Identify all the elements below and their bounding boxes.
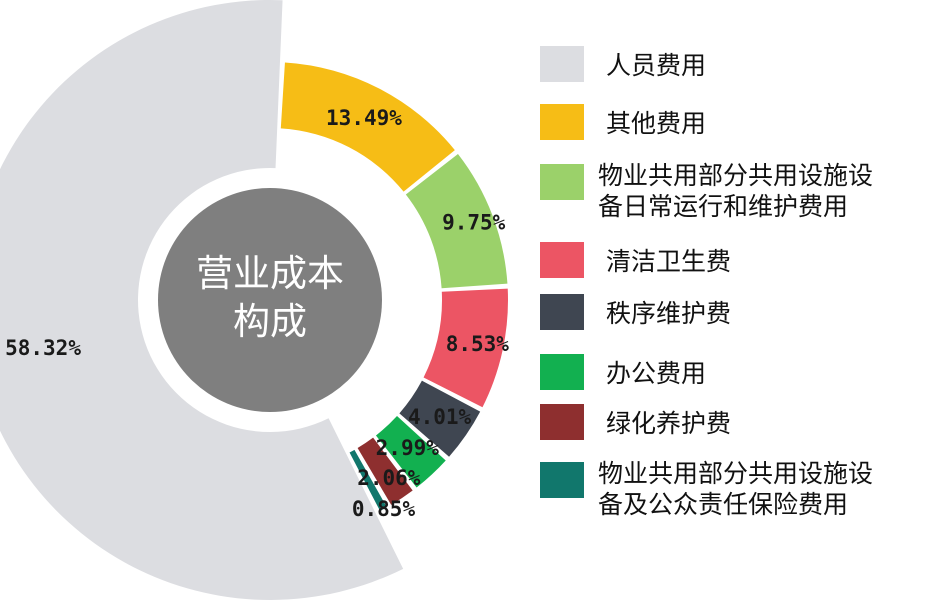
- slice-5[interactable]: [399, 380, 481, 457]
- slice-4[interactable]: [423, 288, 508, 408]
- slice-7[interactable]: [357, 437, 413, 505]
- center-label-line-2: 构成: [233, 300, 307, 343]
- legend-label-6: 办公费用: [606, 359, 706, 388]
- slice-6[interactable]: [375, 415, 446, 488]
- slice-1[interactable]: [0, 0, 404, 600]
- legend-swatch-3: [540, 164, 584, 200]
- legend-label-8-line-2: 备及公众责任保险费用: [598, 490, 848, 519]
- legend-label-2: 其他费用: [606, 109, 706, 138]
- slice-2[interactable]: [280, 62, 455, 192]
- slice-label-6: 2.99%: [376, 436, 440, 460]
- legend-swatch-2: [540, 104, 584, 140]
- legend-swatch-6: [540, 354, 584, 390]
- legend-label-5: 秩序维护费: [606, 299, 731, 328]
- center-circle: [158, 188, 382, 412]
- legend-swatch-7: [540, 404, 584, 440]
- slice-3[interactable]: [405, 154, 508, 289]
- legend-label-3-line-1: 物业共用部分共用设施设: [598, 161, 873, 190]
- legend-label-7: 绿化养护费: [606, 409, 731, 438]
- slice-label-3: 9.75%: [442, 210, 506, 234]
- slice-label-1: 58.32%: [5, 336, 81, 360]
- legend-swatch-5: [540, 294, 584, 330]
- slice-label-8: 0.85%: [352, 497, 416, 521]
- legend: 人员费用其他费用物业共用部分共用设施设备日常运行和维护费用清洁卫生费秩序维护费办…: [540, 46, 873, 519]
- legend-label-1: 人员费用: [606, 51, 706, 80]
- slice-label-4: 8.53%: [446, 332, 510, 356]
- slice-label-7: 2.06%: [357, 466, 421, 490]
- center-label-line-1: 营业成本: [196, 252, 344, 295]
- slice-label-5: 4.01%: [408, 405, 472, 429]
- legend-label-4: 清洁卫生费: [606, 247, 731, 276]
- legend-label-8-line-1: 物业共用部分共用设施设: [598, 459, 873, 488]
- donut-ring: [0, 0, 508, 600]
- slice-label-2: 13.49%: [326, 106, 402, 130]
- legend-swatch-4: [540, 242, 584, 278]
- data-labels: 13.49% 9.75% 8.53% 4.01% 2.99% 2.06% 0.85% 58.3…: [5, 106, 509, 521]
- slice-8[interactable]: [349, 449, 387, 512]
- legend-label-3-line-2: 备日常运行和维护费用: [598, 192, 848, 221]
- legend-swatch-8: [540, 462, 584, 498]
- legend-swatch-1: [540, 46, 584, 82]
